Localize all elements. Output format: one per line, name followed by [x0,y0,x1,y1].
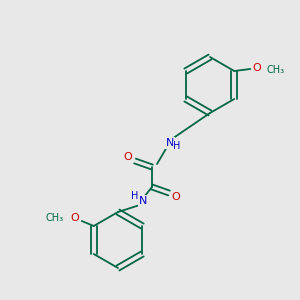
Text: O: O [172,192,180,202]
Text: CH₃: CH₃ [46,213,64,223]
Text: O: O [253,63,262,73]
Text: O: O [124,152,132,162]
Text: O: O [70,213,79,223]
Text: H: H [131,191,139,201]
Text: N: N [166,138,174,148]
Text: CH₃: CH₃ [266,65,284,75]
Text: H: H [173,141,181,151]
Text: N: N [139,196,147,206]
